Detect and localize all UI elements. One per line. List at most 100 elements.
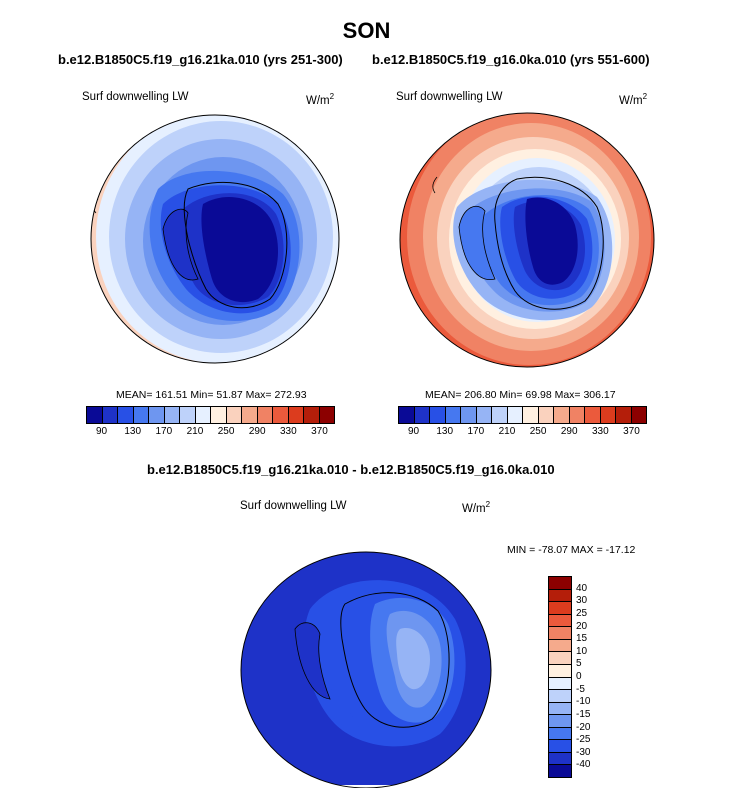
colorbar-swatch	[492, 407, 508, 423]
colorbar-tick-label: 130	[124, 426, 142, 437]
colorbar-swatch	[414, 407, 430, 423]
colorbar-swatch	[549, 589, 571, 603]
colorbar-swatch	[445, 407, 461, 423]
colorbar-swatch	[195, 407, 211, 423]
colorbar-tick-label: 170	[155, 426, 173, 437]
colorbar-tick-label: 5	[576, 658, 582, 670]
diff-variable-label: Surf downwelling LW	[240, 500, 347, 512]
right-stats: MEAN= 206.80 Min= 69.98 Max= 306.17	[425, 389, 616, 401]
diff-colorbar-ticks: 40 30 25 20 15 10 5 0 -5 -10 -15 -20 -25 -30 -40	[576, 576, 606, 776]
right-polar-map	[399, 112, 655, 368]
colorbar-swatch	[180, 407, 196, 423]
colorbar-swatch	[133, 407, 149, 423]
diff-polar-map	[240, 551, 492, 788]
colorbar-swatch	[476, 407, 492, 423]
colorbar-tick-label: 130	[436, 426, 454, 437]
colorbar-swatch	[549, 602, 571, 615]
colorbar-tick-label: 20	[576, 620, 588, 632]
colorbar-tick-label: 10	[576, 645, 588, 657]
colorbar-tick-label: -5	[576, 683, 585, 695]
colorbar-swatch	[549, 577, 571, 590]
diff-units-label: W/m2	[462, 500, 491, 515]
colorbar-swatch	[549, 652, 571, 665]
colorbar-tick-label: 370	[311, 426, 328, 437]
colorbar-tick-label: -10	[576, 696, 591, 708]
diff-colorbar	[548, 576, 572, 778]
colorbar-swatch	[616, 407, 632, 423]
colorbar-tick-label: 330	[591, 426, 609, 437]
colorbar-swatch	[549, 702, 571, 716]
colorbar-swatch	[257, 407, 273, 423]
colorbar-tick-label: 170	[467, 426, 485, 437]
colorbar-swatch	[549, 715, 571, 728]
colorbar-swatch	[523, 407, 539, 423]
colorbar-swatch	[585, 407, 601, 423]
colorbar-swatch	[226, 407, 242, 423]
colorbar-swatch	[102, 407, 118, 423]
colorbar-tick-label: -20	[576, 721, 591, 733]
colorbar-tick-label: 250	[217, 426, 235, 437]
colorbar-swatch	[549, 752, 571, 766]
colorbar-swatch	[149, 407, 165, 423]
colorbar-swatch	[538, 407, 554, 423]
colorbar-tick-label: -25	[576, 734, 591, 746]
figure-title: SON	[342, 18, 391, 43]
colorbar-swatch	[549, 765, 571, 777]
left-units-label: W/m2	[306, 92, 335, 107]
left-polar-map	[90, 114, 340, 364]
colorbar-tick-label: 0	[576, 671, 582, 682]
colorbar-swatch	[242, 407, 258, 423]
colorbar-swatch	[288, 407, 304, 423]
diff-panel-subtitle: b.e12.B1850C5.f19_g16.21ka.010 - b.e12.B…	[147, 462, 555, 477]
colorbar-swatch	[430, 407, 446, 423]
colorbar-swatch	[600, 407, 616, 423]
colorbar-swatch	[273, 407, 289, 423]
colorbar-tick-label: 210	[498, 426, 516, 437]
right-variable-label: Surf downwelling LW	[396, 91, 503, 103]
colorbar-swatch	[549, 664, 571, 678]
colorbar-swatch	[549, 740, 571, 753]
right-colorbar	[398, 406, 647, 424]
colorbar-swatch	[631, 407, 646, 423]
colorbar-tick-label: 210	[186, 426, 204, 437]
colorbar-tick-label: 290	[560, 426, 578, 437]
colorbar-swatch	[304, 407, 320, 423]
colorbar-swatch	[549, 639, 571, 653]
colorbar-tick-label: -15	[576, 708, 591, 720]
colorbar-tick-label: 90	[408, 426, 420, 437]
colorbar-swatch	[399, 407, 415, 423]
left-stats: MEAN= 161.51 Min= 51.87 Max= 272.93	[116, 389, 307, 401]
colorbar-swatch	[211, 407, 227, 423]
colorbar-tick-label: -40	[576, 759, 591, 771]
colorbar-tick-label: 330	[279, 426, 297, 437]
colorbar-swatch	[118, 407, 134, 423]
left-variable-label: Surf downwelling LW	[82, 91, 189, 103]
left-colorbar	[86, 406, 335, 424]
right-units-label: W/m2	[619, 92, 648, 107]
colorbar-swatch	[549, 727, 571, 741]
left-colorbar-ticks: 90 130 170 210 250 290 330 370	[86, 426, 335, 440]
colorbar-tick-label: 40	[576, 582, 588, 594]
colorbar-swatch	[87, 407, 103, 423]
colorbar-tick-label: 250	[529, 426, 547, 437]
colorbar-swatch	[569, 407, 585, 423]
colorbar-swatch	[319, 407, 334, 423]
left-panel-subtitle: b.e12.B1850C5.f19_g16.21ka.010 (yrs 251-…	[58, 52, 343, 67]
colorbar-tick-label: 15	[576, 633, 588, 645]
colorbar-swatch	[507, 407, 523, 423]
colorbar-swatch	[461, 407, 477, 423]
colorbar-tick-label: 25	[576, 607, 588, 619]
colorbar-swatch	[549, 690, 571, 703]
colorbar-swatch	[549, 677, 571, 691]
colorbar-tick-label: -30	[576, 746, 591, 758]
colorbar-swatch	[164, 407, 180, 423]
colorbar-tick-label: 290	[248, 426, 266, 437]
colorbar-swatch	[554, 407, 570, 423]
diff-stats: MIN = -78.07 MAX = -17.12	[507, 544, 636, 556]
colorbar-swatch	[549, 614, 571, 628]
colorbar-tick-label: 90	[96, 426, 108, 437]
colorbar-tick-label: 370	[623, 426, 640, 437]
right-panel-subtitle: b.e12.B1850C5.f19_g16.0ka.010 (yrs 551-6…	[372, 52, 650, 67]
colorbar-tick-label: 30	[576, 595, 588, 607]
colorbar-swatch	[549, 627, 571, 640]
